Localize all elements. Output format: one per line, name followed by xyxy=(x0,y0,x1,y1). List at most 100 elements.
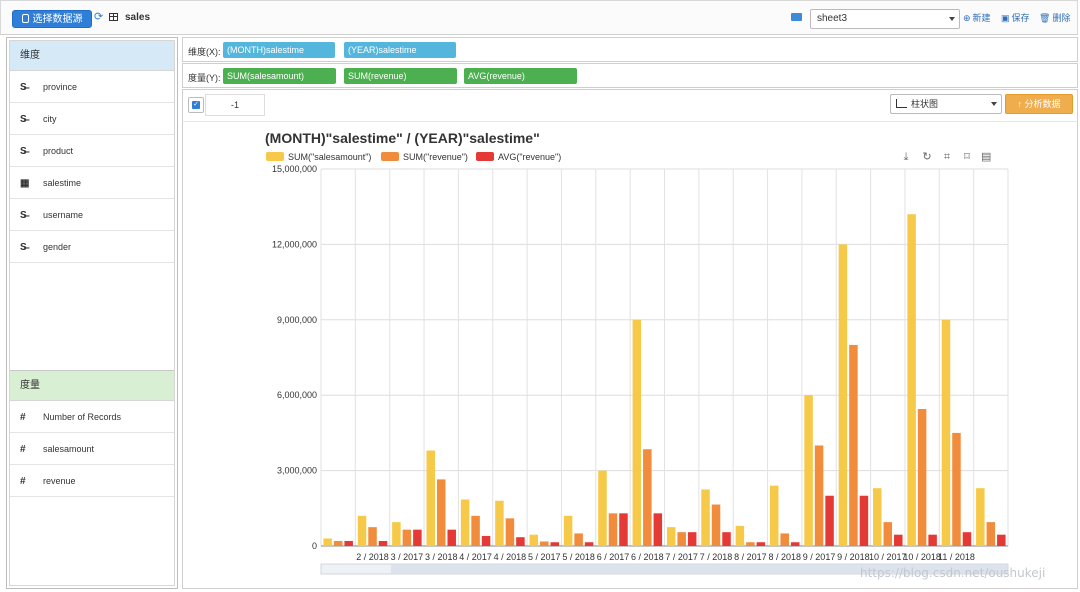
measures-header: 度量 xyxy=(10,371,174,401)
dimension-shelf-label: 维度(X): xyxy=(188,47,221,57)
measures-section: 度量 # Number of Records # salesamount # revenu… xyxy=(10,370,174,585)
bar-2-1 xyxy=(378,540,388,546)
bar-1-18 xyxy=(952,432,961,546)
field-dimensions-username[interactable]: S̶ username xyxy=(10,199,174,231)
bar-1-11 xyxy=(711,504,721,546)
bar-2-19 xyxy=(997,534,1006,546)
bar-2-15 xyxy=(859,495,869,546)
bar-2-6 xyxy=(550,542,560,546)
restore-icon[interactable]: ↻ xyxy=(922,151,932,163)
select-datasource-button[interactable]: 选择数据源 xyxy=(12,10,92,28)
field-measures-revenue[interactable]: # revenue xyxy=(10,465,174,497)
analyze-button[interactable]: ↑ 分析数据 xyxy=(1005,94,1073,114)
data-zoom-icon[interactable]: ⌗ xyxy=(943,151,951,163)
bar-0-11 xyxy=(701,489,710,546)
y-tick-label: 12,000,000 xyxy=(272,239,317,249)
field-measures-number-of-records[interactable]: # Number of Records xyxy=(10,401,174,433)
bar-0-14 xyxy=(804,395,813,546)
measure-pill-salesamount[interactable]: SUM(salesamount) xyxy=(223,68,336,84)
measure-pill-revenue[interactable]: SUM(revenue) xyxy=(344,68,457,84)
bar-2-17 xyxy=(928,534,937,546)
legend-label-salesamount: SUM("salesamount") xyxy=(288,152,372,162)
bar-2-12 xyxy=(756,542,766,546)
bar-1-4 xyxy=(471,515,480,546)
hash-icon: # xyxy=(20,444,26,455)
bar-1-3 xyxy=(436,479,446,546)
bar-2-0 xyxy=(344,540,353,546)
bar-0-9 xyxy=(632,319,642,546)
bar-1-10 xyxy=(677,532,686,546)
legend-swatch-salesamount xyxy=(266,152,284,161)
bar-0-4 xyxy=(460,499,470,546)
x-tick-label: 3 / 2018 xyxy=(425,552,458,562)
field-label: province xyxy=(43,82,78,92)
bar-2-7 xyxy=(584,542,594,546)
bar-2-8 xyxy=(619,513,628,546)
save-button[interactable]: ▣ 保存 xyxy=(1001,12,1030,24)
datasource-name: sales xyxy=(125,12,151,23)
x-tick-label: 10 / 2017 xyxy=(869,552,907,562)
dimension-pill-year[interactable]: (YEAR)salestime xyxy=(344,42,456,58)
x-tick-label: 8 / 2017 xyxy=(734,552,767,562)
zoom-reset-icon[interactable]: ⌑ xyxy=(964,151,970,163)
limit-input[interactable]: -1 xyxy=(205,94,265,116)
bar-1-12 xyxy=(746,542,755,546)
dimension-shelf[interactable]: 维度(X): (MONTH)salestime (YEAR)salestime xyxy=(182,37,1078,62)
bar-1-6 xyxy=(540,541,549,546)
x-tick-label: 3 / 2017 xyxy=(391,552,424,562)
chart-toolrow: ✓ -1 柱状图 ↑ 分析数据 xyxy=(182,89,1078,121)
bar-2-13 xyxy=(790,542,800,546)
data-view-icon[interactable]: ▤ xyxy=(981,151,992,163)
measure-shelf-label: 度量(Y): xyxy=(188,73,221,83)
legend-item-revenue[interactable]: SUM("revenue") xyxy=(381,152,468,164)
sheet-select-value: sheet3 xyxy=(817,13,848,24)
bar-2-4 xyxy=(481,535,491,546)
field-dimensions-city[interactable]: S̶ city xyxy=(10,103,174,135)
legend-item-avg-revenue[interactable]: AVG("revenue") xyxy=(476,152,561,164)
bar-0-7 xyxy=(563,515,573,546)
delete-button[interactable]: 🗑 删除 xyxy=(1039,12,1070,24)
x-tick-label: 10 / 2018 xyxy=(903,552,941,562)
chart-type-value: 柱状图 xyxy=(911,99,939,109)
bar-0-5 xyxy=(495,500,504,546)
floppy-icon: ▣ xyxy=(1001,13,1010,23)
sheet-icon xyxy=(791,13,802,21)
top-toolbar: 选择数据源 ⟳ sales sheet3 ⊕ 新建 ▣ 保存 🗑 删除 xyxy=(0,0,1078,35)
new-button[interactable]: ⊕ 新建 xyxy=(963,12,991,24)
dimension-pill-month[interactable]: (MONTH)salestime xyxy=(223,42,335,58)
bar-1-17 xyxy=(917,409,927,546)
bar-1-15 xyxy=(849,344,858,546)
download-icon[interactable]: ⤓ xyxy=(903,151,909,163)
x-tick-label: 4 / 2018 xyxy=(494,552,527,562)
bar-2-5 xyxy=(516,537,525,546)
bar-1-16 xyxy=(883,522,893,546)
x-tick-label: 4 / 2017 xyxy=(459,552,492,562)
check-icon: ✓ xyxy=(192,101,200,109)
x-tick-label: 7 / 2018 xyxy=(700,552,733,562)
field-dimensions-province[interactable]: S̶ province xyxy=(10,71,174,103)
refresh-icon[interactable]: ⟳ xyxy=(94,11,104,23)
x-tick-label: 6 / 2017 xyxy=(597,552,630,562)
data-zoom-range xyxy=(391,564,1008,574)
chart-type-select[interactable]: 柱状图 xyxy=(890,94,1002,114)
field-dimensions-gender[interactable]: S̶ gender xyxy=(10,231,174,263)
field-panel: 维度 S̶ province S̶ city S̶ product ▦ salestime S̶… xyxy=(6,37,178,589)
bar-0-10 xyxy=(666,527,676,546)
plus-circle-icon: ⊕ xyxy=(963,13,971,23)
bar-2-10 xyxy=(687,532,697,546)
dimensions-section: 维度 S̶ province S̶ city S̶ product ▦ salestime S̶… xyxy=(10,41,174,367)
field-measures-salesamount[interactable]: # salesamount xyxy=(10,433,174,465)
legend-item-salesamount[interactable]: SUM("salesamount") xyxy=(266,152,371,164)
field-dimensions-product[interactable]: S̶ product xyxy=(10,135,174,167)
measure-shelf[interactable]: 度量(Y): SUM(salesamount) SUM(revenue) AVG… xyxy=(182,63,1078,88)
field-dimensions-salestime[interactable]: ▦ salestime xyxy=(10,167,174,199)
chevron-down-icon xyxy=(991,102,997,106)
bar-0-12 xyxy=(735,525,745,546)
string-icon: S̶ xyxy=(20,114,27,125)
bar-0-17 xyxy=(907,214,916,547)
measures-list: # Number of Records # salesamount # revenue xyxy=(10,401,174,497)
limit-checkbox[interactable]: ✓ xyxy=(188,97,204,113)
measure-pill-avg-revenue[interactable]: AVG(revenue) xyxy=(464,68,577,84)
sheet-select[interactable]: sheet3 xyxy=(810,9,960,29)
